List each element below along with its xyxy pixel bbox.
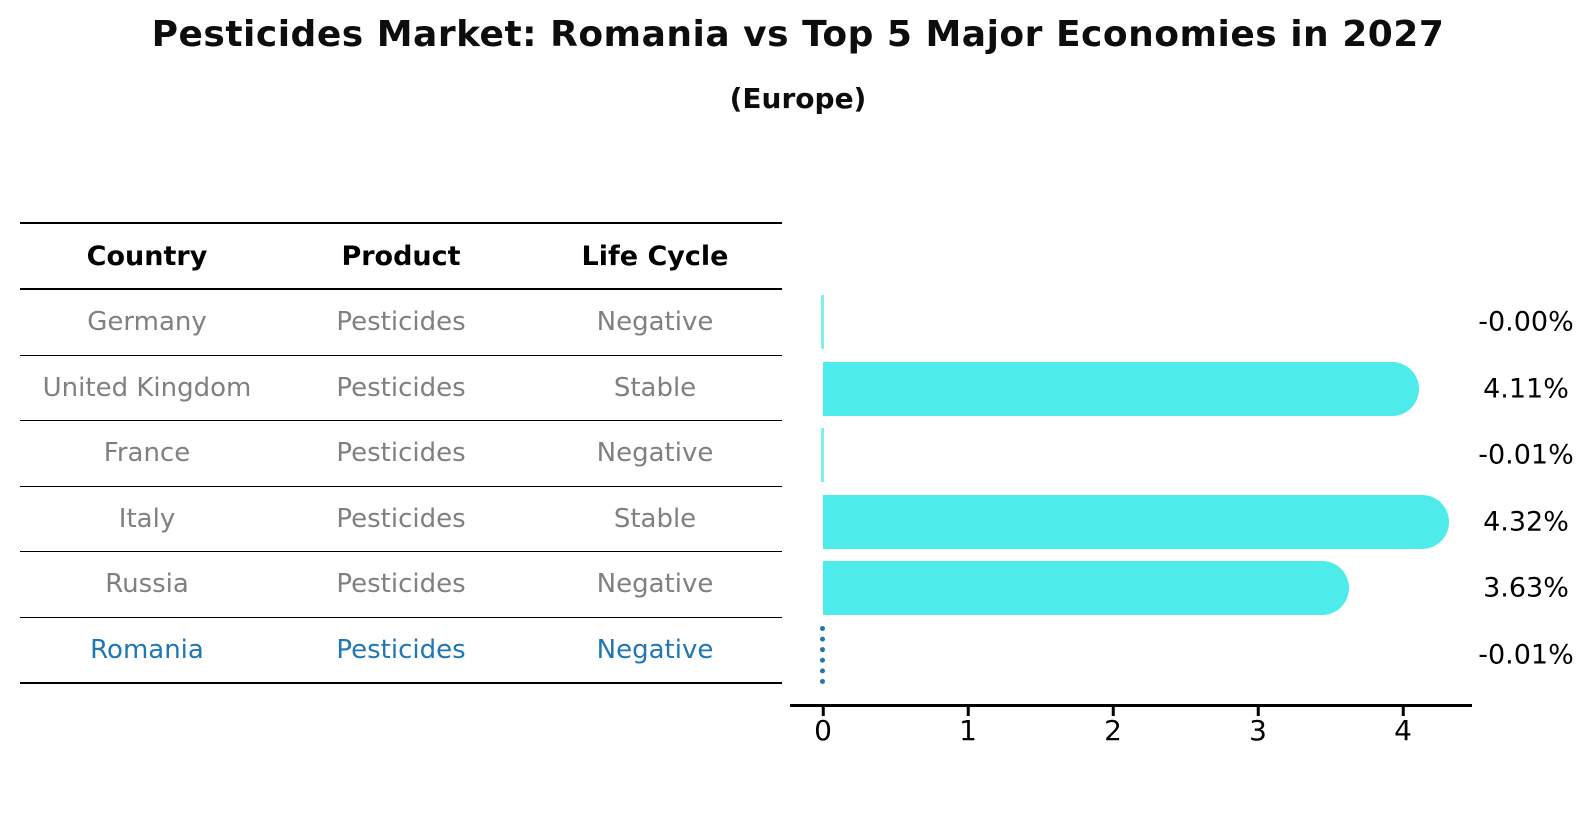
bar-germany <box>821 295 824 349</box>
x-tick-mark <box>821 706 825 716</box>
value-label-romania: -0.01% <box>1478 639 1574 670</box>
x-tick-mark <box>1111 706 1115 716</box>
table-row-italy: Italy Pesticides Stable <box>20 487 782 552</box>
cell-life-cycle: Negative <box>596 438 714 469</box>
cell-country: United Kingdom <box>42 372 252 403</box>
cell-country: Germany <box>87 307 207 338</box>
x-axis-line <box>790 704 1472 707</box>
table-row-germany: Germany Pesticides Negative <box>20 290 782 356</box>
x-tick-label: 2 <box>1104 714 1122 747</box>
cell-life-cycle: Negative <box>596 307 714 338</box>
x-tick-label: 4 <box>1394 714 1412 747</box>
x-tick-mark <box>1401 706 1405 716</box>
table-row-romania: Romania Pesticides Negative <box>20 618 782 684</box>
bar-france <box>821 428 824 482</box>
cell-product: Pesticides <box>336 438 466 469</box>
cell-life-cycle: Negative <box>596 569 714 600</box>
cell-country: Italy <box>118 503 176 534</box>
cell-product: Pesticides <box>336 634 466 665</box>
bar-romania <box>820 625 825 684</box>
cell-life-cycle: Negative <box>596 634 714 665</box>
cell-product: Pesticides <box>336 503 466 534</box>
column-header-life-cycle: Life Cycle <box>581 240 729 272</box>
cell-country: France <box>103 438 191 469</box>
bar-italy <box>823 494 1450 549</box>
table-row-france: France Pesticides Negative <box>20 421 782 487</box>
cell-life-cycle: Stable <box>613 372 697 403</box>
cell-country: Romania <box>90 634 204 665</box>
x-tick-mark <box>1256 706 1260 716</box>
cell-product: Pesticides <box>336 569 466 600</box>
x-tick-label: 0 <box>814 714 832 747</box>
value-label-italy: 4.32% <box>1483 506 1569 537</box>
chart-title: Pesticides Market: Romania vs Top 5 Majo… <box>151 14 1445 55</box>
cell-life-cycle: Stable <box>613 503 697 534</box>
table-row-russia: Russia Pesticides Negative <box>20 552 782 618</box>
table-header-row: Country Product Life Cycle <box>20 222 782 290</box>
value-label-germany: -0.00% <box>1478 306 1574 338</box>
column-header-country: Country <box>86 240 208 272</box>
x-tick-mark <box>966 706 970 716</box>
cell-country: Russia <box>105 569 189 600</box>
cell-product: Pesticides <box>336 307 466 338</box>
column-header-product: Product <box>341 240 461 272</box>
x-tick-label: 3 <box>1249 714 1267 747</box>
table-row-united-kingdom: United Kingdom Pesticides Stable <box>20 356 782 421</box>
chart-subtitle: (Europe) <box>729 82 867 115</box>
x-tick-label: 1 <box>959 714 977 747</box>
value-label-russia: 3.63% <box>1483 572 1569 604</box>
bar-united-kingdom <box>823 361 1419 416</box>
country-table: Country Product Life Cycle Germany Pesti… <box>20 222 782 684</box>
cell-product: Pesticides <box>336 372 466 403</box>
value-label-united-kingdom: 4.11% <box>1483 373 1569 404</box>
value-label-france: -0.01% <box>1478 439 1574 471</box>
bar-russia <box>823 561 1350 615</box>
